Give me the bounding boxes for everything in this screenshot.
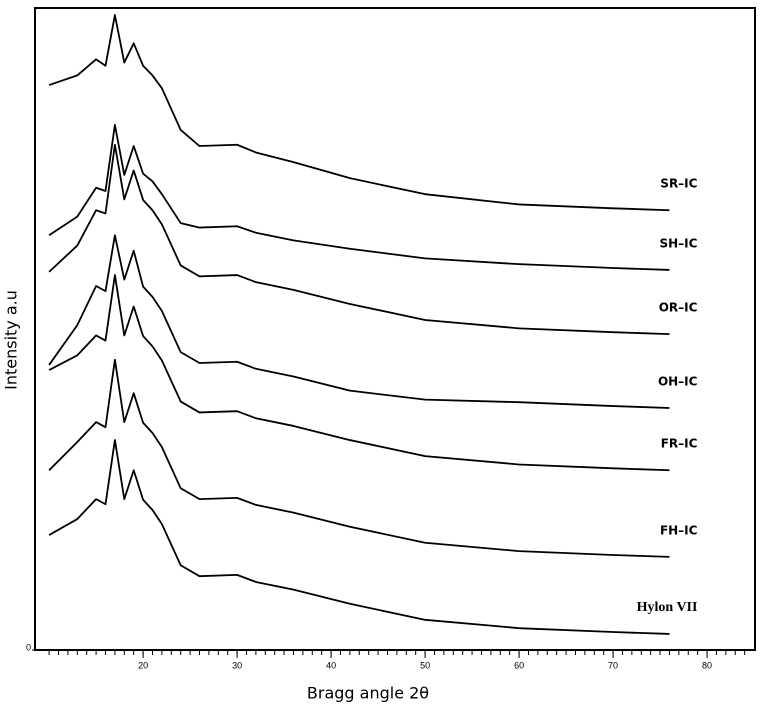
plot-frame	[34, 7, 756, 651]
x-tick-label: 70	[608, 660, 618, 670]
y-axis-title: Intensity a.u	[2, 290, 21, 390]
curve-label: FR–IC	[661, 437, 698, 451]
curve	[48, 14, 670, 212]
curve	[48, 439, 670, 635]
x-tick-label: 50	[420, 660, 430, 670]
x-tick-label: 30	[232, 660, 242, 670]
curve	[48, 358, 670, 558]
curve-label: FH–IC	[660, 523, 698, 537]
curve	[48, 274, 670, 472]
curve	[48, 234, 670, 409]
x-axis-title: Bragg angle 2θ	[307, 684, 429, 703]
x-tick-label: 60	[514, 660, 524, 670]
curve	[48, 123, 670, 271]
y-tick-label: 0	[26, 642, 31, 652]
x-tick-label: 20	[138, 660, 148, 670]
curve	[48, 143, 670, 336]
curve-label: OH–IC	[658, 374, 698, 388]
x-tick-label: 80	[702, 660, 712, 670]
curve-label: OR–IC	[659, 301, 698, 315]
curve-label: SH–IC	[659, 236, 697, 250]
curve-label: SR–IC	[660, 177, 697, 191]
x-tick-label: 40	[326, 660, 336, 670]
curve-label: Hylon VII	[637, 600, 698, 615]
